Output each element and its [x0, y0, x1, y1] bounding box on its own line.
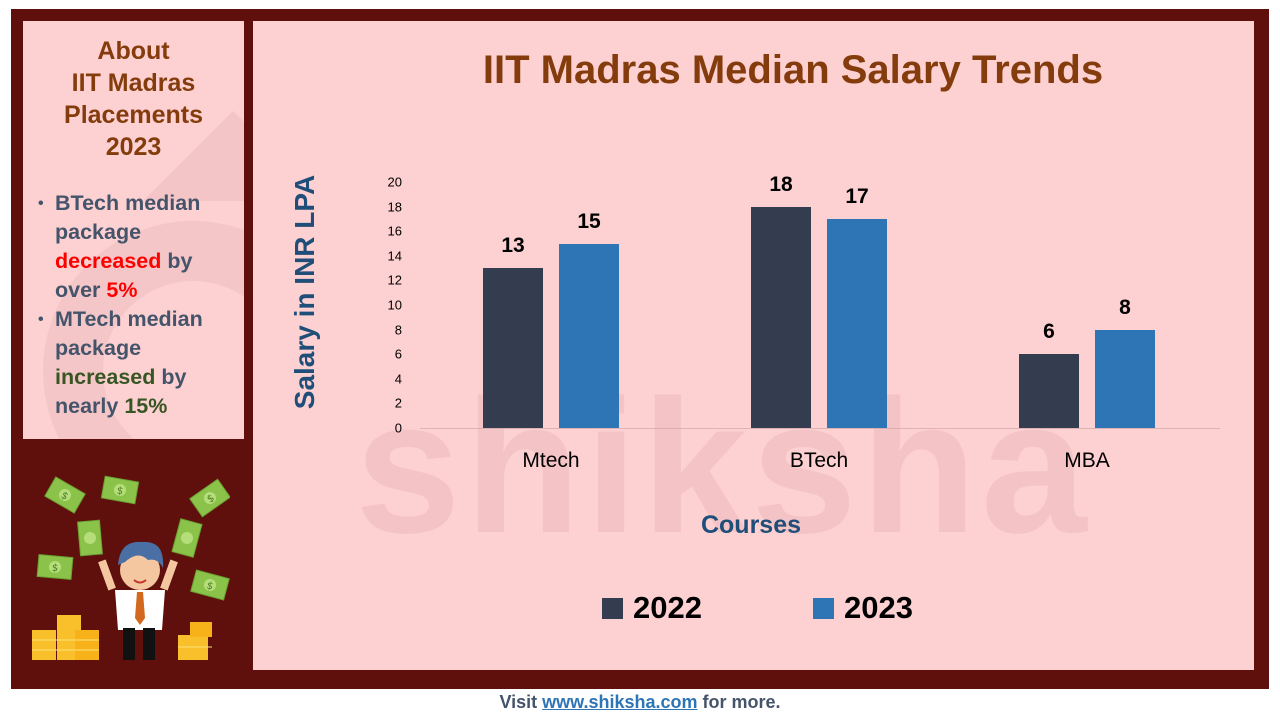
- y-tick-label: 20: [387, 174, 402, 190]
- highlight-increase: increased: [55, 365, 156, 389]
- footer-suffix: for more.: [697, 692, 781, 712]
- highlights-list: • BTech median package decreased by over …: [35, 189, 240, 421]
- bullet-icon: •: [38, 311, 44, 328]
- bullet-icon: •: [38, 195, 44, 212]
- bar-btech-2022: [751, 206, 811, 428]
- footer: Visit www.shiksha.com for more.: [0, 692, 1280, 713]
- svg-text:$: $: [59, 490, 70, 503]
- dollar-bill-icon: $ $ $ $ $: [36, 475, 230, 601]
- highlight-decrease: decreased: [55, 249, 162, 273]
- cartoon-man: [98, 541, 178, 660]
- svg-text:$: $: [116, 486, 124, 498]
- highlight-percent: 5%: [106, 278, 138, 302]
- highlight-text: MTech median package: [55, 307, 203, 360]
- y-axis-label: Salary in INR LPA: [289, 174, 320, 410]
- y-tick-label: 10: [387, 297, 402, 313]
- about-title-line: IIT Madras: [71, 69, 196, 97]
- bar-mba-2022: [1019, 354, 1079, 428]
- about-title: About IIT Madras Placements 2023: [23, 35, 244, 163]
- about-panel: About IIT Madras Placements 2023 • BTech …: [23, 21, 244, 439]
- bar-mba-2023: [1095, 329, 1155, 428]
- y-tick-label: 2: [394, 395, 402, 411]
- shiksha-watermark: shiksha: [355, 361, 1091, 573]
- x-axis-label: Courses: [700, 511, 802, 539]
- y-tick-label: 16: [387, 223, 402, 239]
- highlight-text: BTech median package: [55, 191, 201, 244]
- bar-value-label: 18: [769, 172, 793, 196]
- svg-text:$: $: [205, 493, 217, 506]
- highlight-btech: • BTech median package decreased by over …: [35, 189, 240, 305]
- x-axis-baseline: [420, 428, 1220, 429]
- y-tick-label: 0: [394, 420, 402, 436]
- highlight-mtech: • MTech median package increased by nearl…: [35, 305, 240, 421]
- legend-label-2022: 2022: [633, 590, 702, 625]
- y-tick-label: 18: [387, 199, 402, 215]
- y-tick-label: 6: [394, 346, 402, 362]
- y-tick-label: 14: [387, 248, 402, 264]
- y-tick-label: 4: [394, 371, 402, 387]
- highlight-percent: 15%: [124, 394, 168, 418]
- x-category-label: Mtech: [522, 449, 580, 472]
- bar-value-label: 6: [1043, 320, 1055, 344]
- coin-stack-icon: [32, 615, 212, 660]
- svg-text:$: $: [51, 563, 58, 575]
- legend-swatch-2022: [602, 597, 623, 619]
- highlight-text: by over: [55, 249, 193, 302]
- bar-value-label: 13: [501, 234, 525, 258]
- legend-swatch-2023: [813, 597, 834, 619]
- y-tick-label: 12: [387, 272, 402, 288]
- bar-mtech-2022: [483, 268, 543, 428]
- bar-btech-2023: [827, 218, 887, 428]
- bar-mtech-2023: [559, 243, 619, 428]
- chart-title: IIT Madras Median Salary Trends: [482, 48, 1104, 92]
- legend-item-2023: 2023: [813, 590, 913, 626]
- watermark-arrow-icon: [143, 111, 244, 201]
- bar-value-label: 17: [845, 184, 869, 208]
- about-title-line: Placements: [64, 101, 203, 129]
- x-category-label: BTech: [789, 449, 849, 472]
- bar-value-label: 8: [1119, 295, 1131, 319]
- legend-label-2023: 2023: [844, 590, 913, 625]
- x-category-label: MBA: [1064, 449, 1110, 472]
- footer-prefix: Visit: [499, 692, 543, 712]
- bar-value-label: 15: [577, 209, 601, 233]
- shiksha-link[interactable]: www.shiksha.com: [542, 692, 698, 712]
- y-tick-label: 8: [394, 322, 402, 338]
- money-man-illustration: $ $ $ $ $: [32, 475, 230, 660]
- about-title-line: 2023: [105, 133, 162, 161]
- highlight-text: by nearly: [55, 365, 187, 418]
- svg-text:$: $: [205, 580, 214, 592]
- legend-item-2022: 2022: [602, 590, 702, 626]
- about-title-line: About: [97, 37, 170, 65]
